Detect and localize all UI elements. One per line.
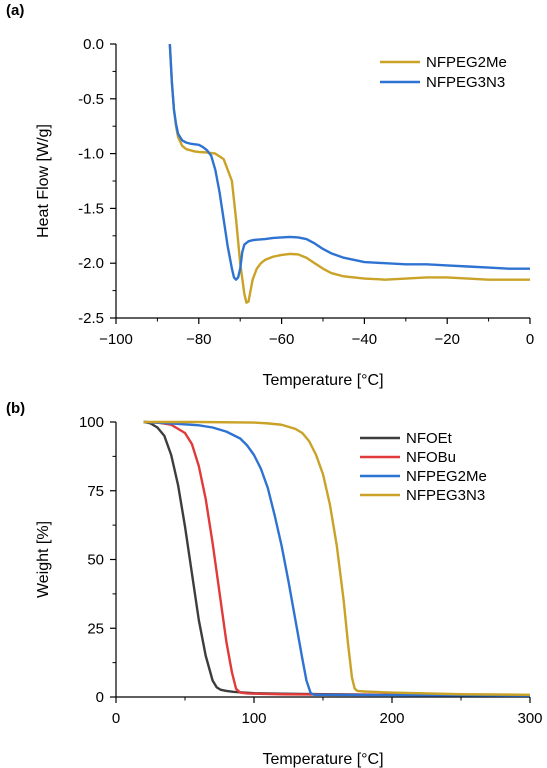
legend-label: NFOBu [406, 449, 456, 466]
legend-label: NFPEG3N3 [426, 74, 505, 91]
series-line-nfpeg3n3 [168, 43, 530, 281]
x-tick-label: 200 [379, 710, 404, 727]
legend-label: NFPEG2Me [426, 54, 507, 71]
y-tick-label: -2.5 [78, 310, 104, 327]
weight-loss-chart: 0 100 200 300 0 25 50 75 100 Temperature [°C] Weig… [35, 414, 543, 768]
series-line-nfobu [143, 420, 530, 697]
heat-flow-chart: −100 −80 −60 −40 −20 0 0.0 -0.5 -1.0 -1.5 -2.0 -2.5… [35, 36, 534, 389]
series-line-nfoet [143, 420, 530, 697]
y-tick-label: -0.5 [78, 91, 104, 108]
y-tick-label: 50 [87, 552, 104, 569]
x-tick-label: −100 [99, 331, 133, 348]
y-tick-label: -2.0 [78, 255, 104, 272]
y-tick-label: -1.0 [78, 146, 104, 163]
y-axis-title: Heat Flow [W/g] [35, 124, 52, 238]
series-line-nfpeg2me [168, 43, 530, 304]
y-axis-title: Weight [%] [35, 521, 52, 598]
x-axis-title: Temperature [°C] [262, 751, 383, 768]
y-tick-label: 0 [96, 689, 104, 706]
x-tick-label: 0 [112, 710, 120, 727]
y-tick-label: 100 [79, 414, 104, 431]
panel-a-label: (a) [6, 2, 25, 19]
y-tick-label: -1.5 [78, 200, 104, 217]
y-tick-label: 25 [87, 620, 104, 637]
x-tick-label: 100 [241, 710, 266, 727]
x-tick-label: −40 [352, 331, 377, 348]
x-axis-title: Temperature [°C] [262, 372, 383, 389]
series-line-nfpeg2me [143, 420, 530, 697]
x-tick-label: 0 [526, 331, 534, 348]
x-tick-label: 300 [517, 710, 542, 727]
legend-label: NFPEG3N3 [406, 487, 485, 504]
x-tick-label: −60 [269, 331, 294, 348]
legend-label: NFOEt [406, 430, 453, 447]
series-line-nfpeg3n3 [143, 420, 530, 696]
y-tick-label: 0.0 [83, 36, 104, 53]
x-tick-label: −80 [186, 331, 211, 348]
y-tick-label: 75 [87, 483, 104, 500]
x-tick-label: −20 [434, 331, 459, 348]
legend-label: NFPEG2Me [406, 468, 487, 485]
panel-b-label: (b) [6, 400, 26, 417]
